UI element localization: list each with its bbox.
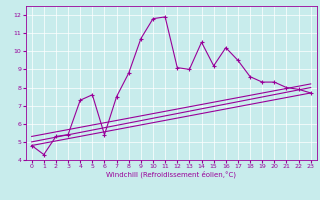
X-axis label: Windchill (Refroidissement éolien,°C): Windchill (Refroidissement éolien,°C) <box>106 171 236 178</box>
